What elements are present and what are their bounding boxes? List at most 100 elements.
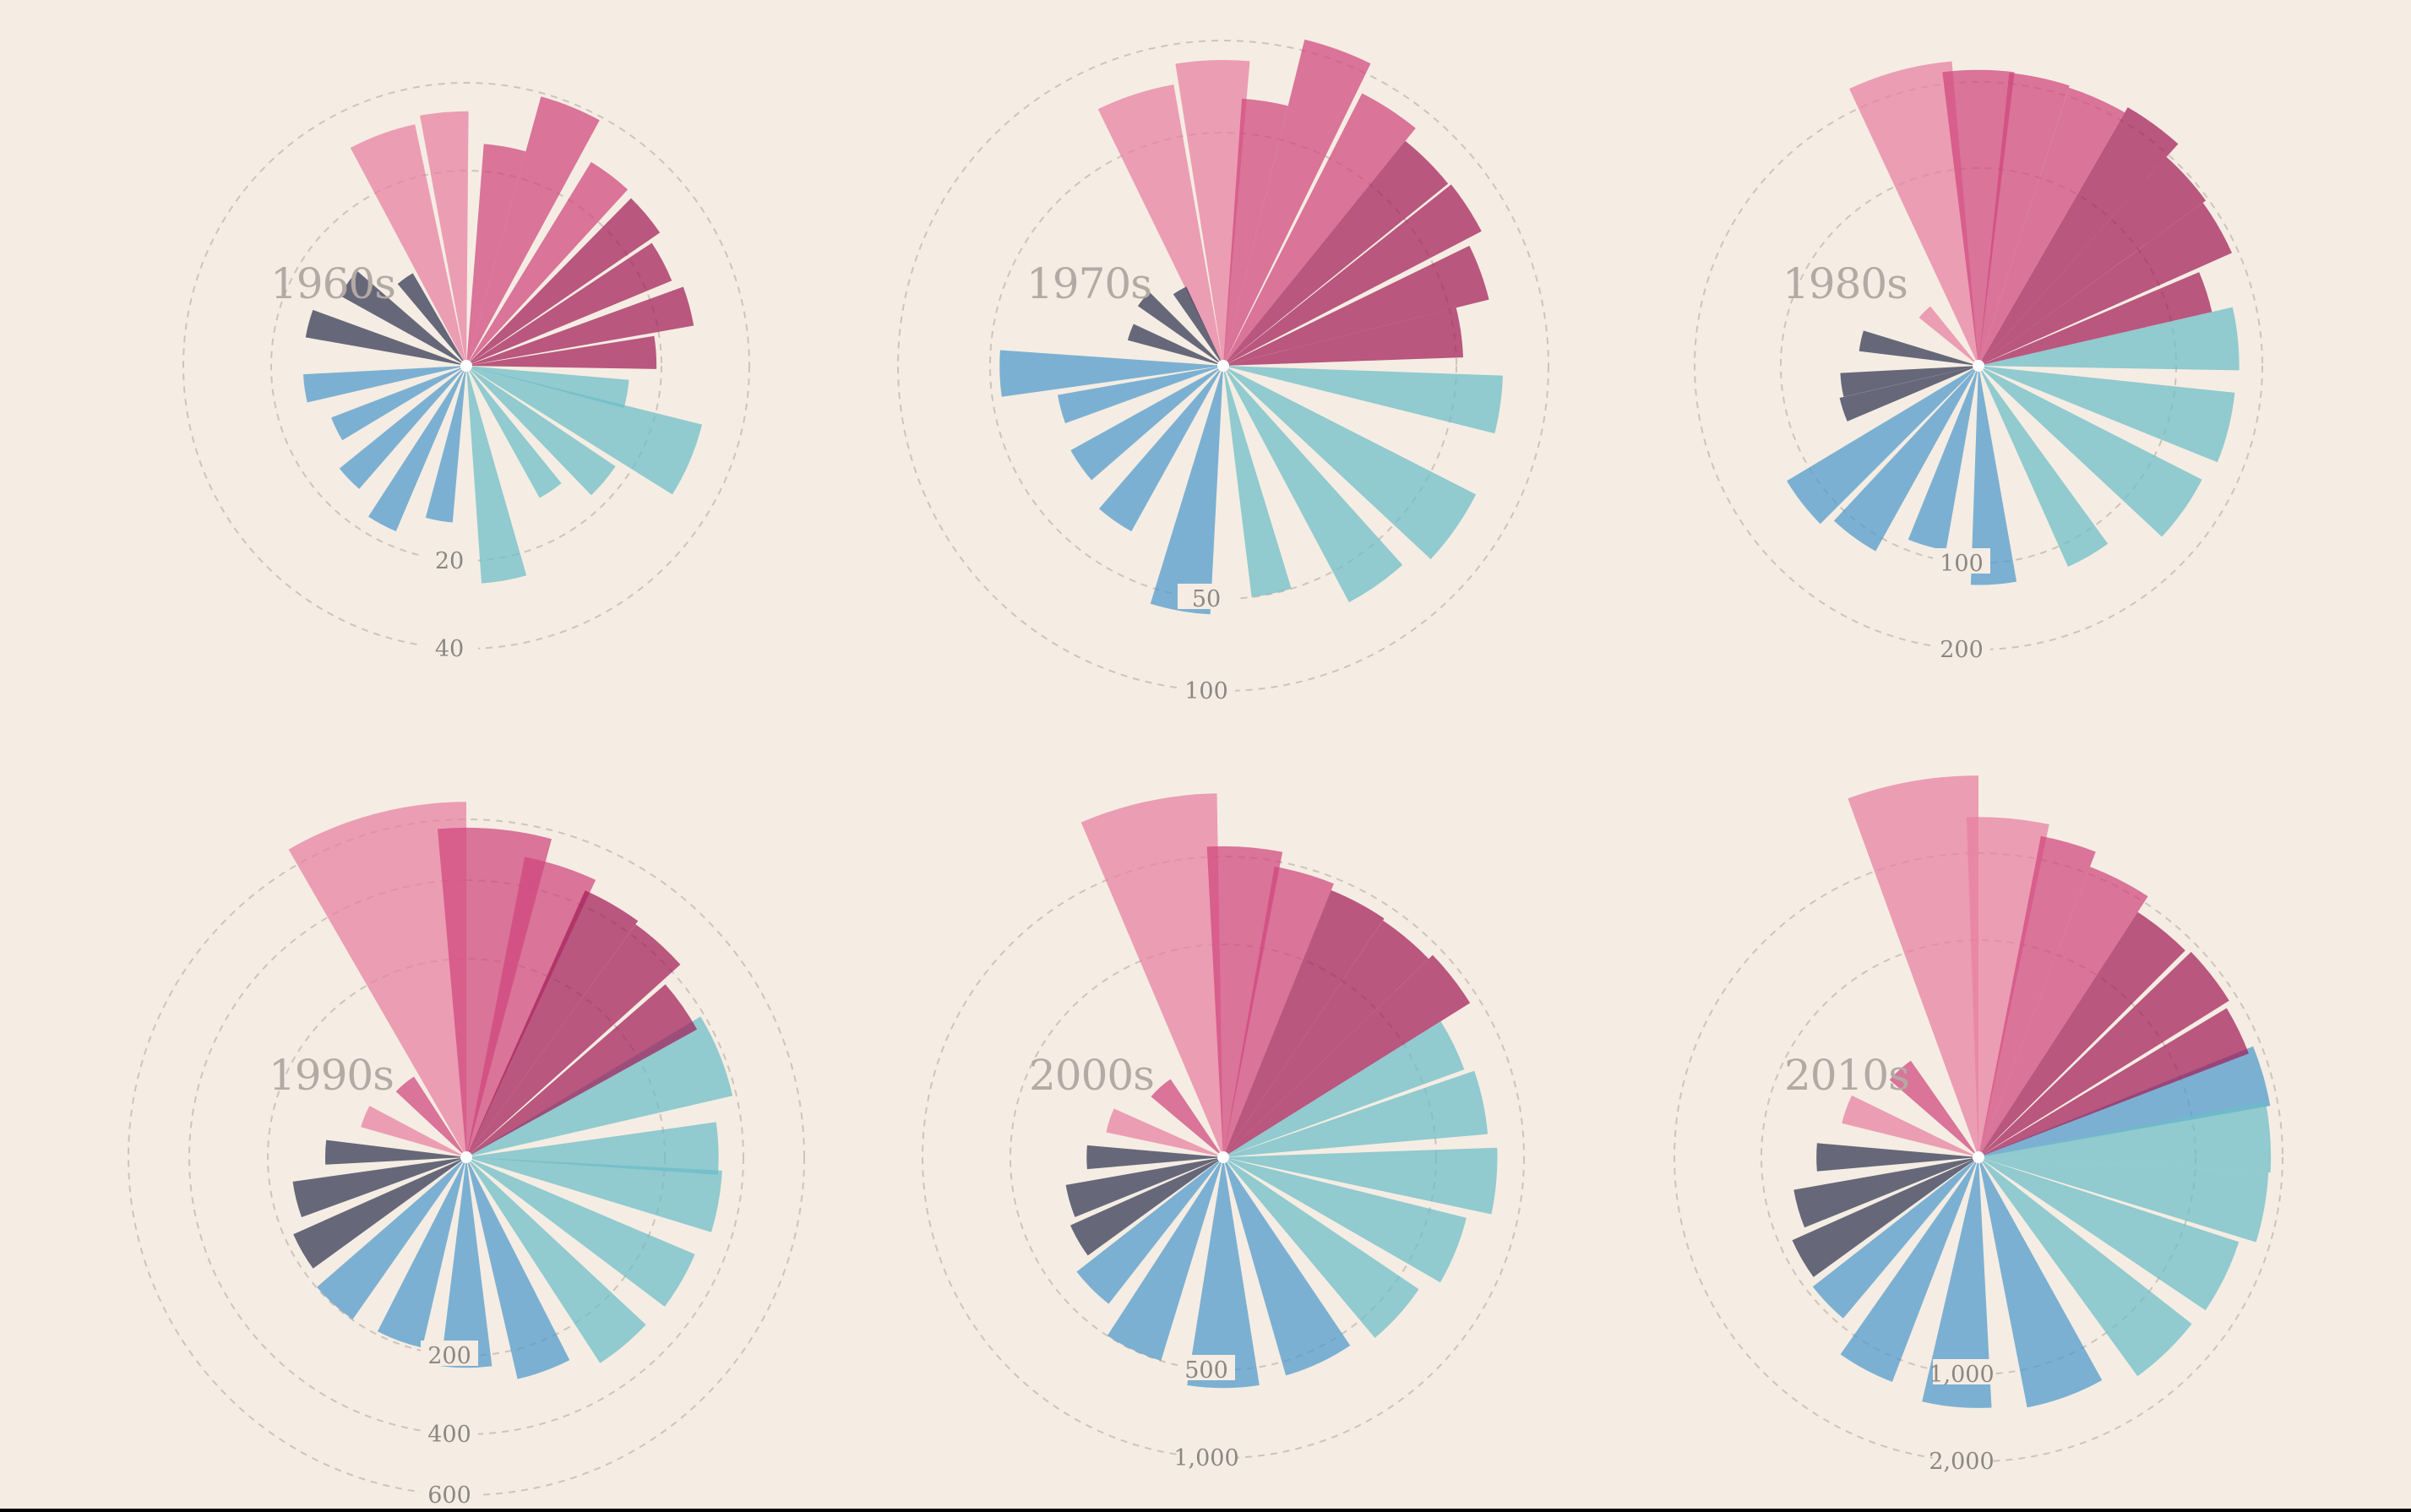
wedge: [466, 1157, 695, 1307]
decade-label: 1960s: [270, 259, 395, 308]
wedge: [1223, 366, 1292, 597]
ring-label-pad: [421, 1341, 478, 1366]
wedge: [466, 1157, 570, 1379]
ring-label: 1,000: [1173, 1445, 1238, 1471]
wedge: [466, 890, 639, 1157]
ring-label-pad: [421, 546, 478, 571]
ring-label: 2,000: [1929, 1449, 1994, 1475]
wedge: [466, 924, 681, 1157]
ring-label: 600: [427, 1482, 471, 1509]
scale-ring: [989, 132, 1457, 600]
wedge: [1106, 1108, 1223, 1157]
wedge: [1150, 366, 1223, 615]
wedge: [1978, 835, 2096, 1157]
ring-label-pad: [1178, 584, 1235, 609]
wedge: [1070, 366, 1223, 481]
wedge: [1223, 39, 1371, 367]
wedge: [466, 1016, 733, 1157]
ring-label: 20: [435, 548, 464, 574]
wedge: [466, 1122, 719, 1175]
ring-label-pad: [1178, 1443, 1235, 1468]
wedge: [395, 1076, 466, 1157]
ring-label-pad: [1933, 1446, 1990, 1471]
wedge: [1223, 366, 1503, 434]
decade-panel-1990s: 200 400 600 1990s: [128, 802, 805, 1509]
ring-label: 100: [1184, 678, 1228, 704]
wedge: [340, 270, 466, 366]
center-dot: [1217, 1151, 1229, 1163]
wedge: [1223, 307, 1463, 366]
wedge: [397, 273, 466, 366]
wedge: [350, 124, 466, 366]
wedge: [377, 1157, 466, 1348]
wedge: [1978, 1008, 2249, 1157]
ring-label: 200: [1940, 637, 1984, 663]
wedge: [1812, 1157, 1978, 1319]
wedge: [305, 309, 466, 366]
wedge: [466, 96, 600, 367]
decade-panel-1980s: 100 200 1980s: [1694, 61, 2263, 663]
ring-label: 200: [427, 1343, 471, 1369]
ring-label: 500: [1184, 1357, 1228, 1384]
center-dot: [1973, 360, 1984, 372]
decade-label: 1980s: [1782, 259, 1908, 308]
wedge: [1978, 272, 2212, 366]
ring-label-pad: [1933, 634, 1990, 660]
wedge: [466, 366, 562, 498]
wedge: [361, 1106, 466, 1157]
ring-label-pad: [1178, 676, 1235, 701]
wedge: [1839, 366, 1978, 422]
wedge: [466, 286, 694, 366]
decade-panel-2000s: 500 1,000 2000s: [922, 793, 1525, 1471]
wedge: [1842, 1095, 1978, 1157]
wedge: [368, 366, 466, 531]
wedge: [1097, 84, 1223, 366]
wedge: [1978, 307, 2240, 371]
wedge: [1816, 1143, 1978, 1172]
wedge: [1922, 1157, 1992, 1408]
decade-label: 1990s: [269, 1051, 394, 1100]
wedge: [466, 366, 702, 495]
wedge: [1978, 1046, 2271, 1157]
ring-label-pad: [1933, 548, 1990, 574]
wedge: [1223, 93, 1416, 366]
ring-label: 50: [1192, 586, 1221, 612]
wedge: [1978, 1101, 2272, 1173]
wedge: [1978, 203, 2232, 366]
wedge: [466, 198, 661, 366]
bottom-edge-bar: [0, 1509, 2411, 1512]
wedge: [425, 366, 466, 523]
wedge: [1978, 867, 2148, 1157]
wedge: [1065, 1157, 1223, 1217]
wedge: [1787, 366, 1978, 525]
wedge: [420, 111, 469, 366]
ring-label-pad: [421, 1419, 478, 1444]
wedge: [1223, 889, 1385, 1157]
wedge: [466, 1157, 646, 1363]
wedge: [1058, 366, 1223, 424]
wedge: [1978, 73, 2070, 367]
wedge: [1840, 366, 1978, 397]
wedge: [1070, 1157, 1223, 1256]
wedge: [1080, 793, 1223, 1157]
center-dot: [460, 360, 472, 372]
wedge: [1833, 366, 1978, 552]
wedge: [466, 1157, 722, 1232]
wedge: [1942, 69, 2015, 367]
wedge: [466, 242, 672, 366]
decade-label: 1970s: [1026, 259, 1151, 308]
ring-label-pad: [1933, 1359, 1990, 1384]
ring-label-pad: [421, 634, 478, 659]
wedge: [1223, 98, 1288, 366]
ring-label: 40: [435, 636, 464, 662]
wedge: [1173, 286, 1223, 366]
wedge: [1223, 366, 1403, 602]
wedge: [1793, 1157, 1978, 1228]
wedge: [293, 1157, 466, 1269]
wedge: [1978, 87, 2125, 366]
wedge: [466, 335, 657, 369]
wedge: [1889, 1060, 1978, 1157]
center-dot: [1973, 1151, 1984, 1163]
wedge: [1223, 1070, 1489, 1157]
